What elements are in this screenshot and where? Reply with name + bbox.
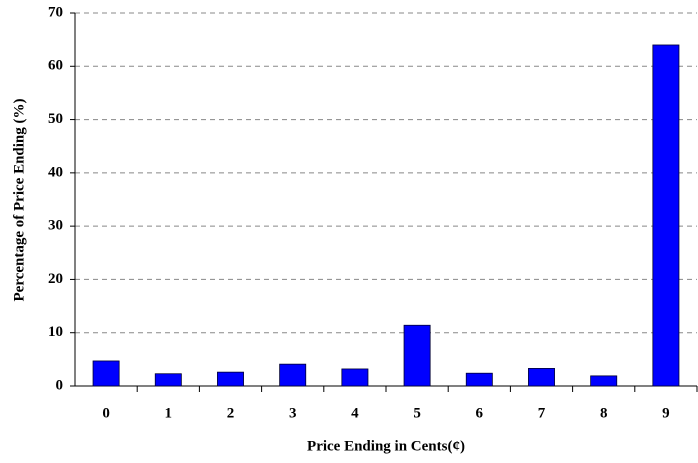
x-tick-label: 5 — [413, 405, 421, 421]
y-tick-label: 60 — [48, 58, 63, 74]
x-tick-label: 6 — [476, 405, 484, 421]
y-tick-label: 70 — [48, 4, 63, 20]
x-tick-label: 3 — [289, 405, 297, 421]
x-tick-label: 0 — [102, 405, 110, 421]
x-tick-label: 2 — [227, 405, 235, 421]
bar — [465, 372, 493, 387]
bar — [652, 44, 680, 387]
y-tick-label: 10 — [48, 324, 63, 340]
y-tick-label: 0 — [56, 377, 64, 393]
bar — [92, 360, 120, 387]
y-axis-label: Percentage of Price Ending (%) — [11, 98, 27, 301]
y-tick-label: 50 — [48, 111, 63, 127]
bar — [528, 368, 555, 387]
y-tick-label: 30 — [48, 218, 63, 234]
x-tick-label: 9 — [662, 405, 670, 421]
x-axis-label: Price Ending in Cents(¢) — [307, 438, 465, 454]
bar — [279, 363, 307, 387]
bar — [403, 324, 431, 387]
bar — [341, 368, 369, 387]
bar — [217, 371, 244, 387]
x-tick-label: 1 — [165, 405, 173, 421]
y-tick-label: 20 — [48, 271, 63, 287]
x-tick-label: 7 — [538, 405, 546, 421]
y-tick-label: 40 — [48, 164, 63, 180]
bar — [590, 375, 618, 387]
bar — [154, 373, 182, 387]
x-tick-label: 8 — [600, 405, 608, 421]
x-tick-label: 4 — [351, 405, 359, 421]
